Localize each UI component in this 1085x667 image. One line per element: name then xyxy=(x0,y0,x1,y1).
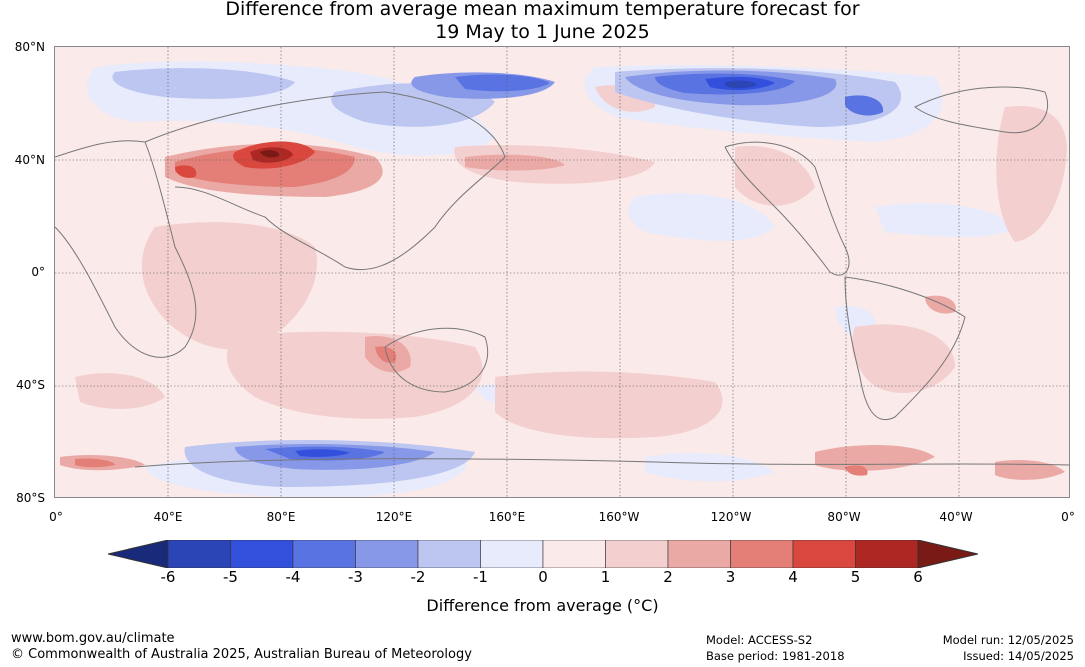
lat-label-40n: 40°N xyxy=(14,153,45,167)
colorbar-extend-high xyxy=(917,540,978,568)
colorbar-tick-label: 6 xyxy=(913,568,923,586)
colorbar-tick-label: -1 xyxy=(473,568,488,586)
anomaly-blues xyxy=(112,68,902,487)
colorbar-tick-label: -3 xyxy=(348,568,363,586)
title-line-1: Difference from average mean maximum tem… xyxy=(225,0,860,20)
colorbar-tick-label: -6 xyxy=(160,568,176,586)
title-line-2: 19 May to 1 June 2025 xyxy=(435,21,650,43)
colorbar-segment xyxy=(355,540,419,568)
colorbar-tick-label: 0 xyxy=(538,568,548,586)
colorbar-segments xyxy=(108,540,978,568)
footer-copyright: © Commonwealth of Australia 2025, Austra… xyxy=(11,647,472,662)
lon-label-40e: 40°E xyxy=(153,510,183,524)
anomaly-dark-red xyxy=(175,141,315,178)
colorbar-tick-label: -2 xyxy=(410,568,426,586)
colorbar xyxy=(108,540,978,568)
lon-label-160w: 160°W xyxy=(598,510,640,524)
lon-label-40w: 40°W xyxy=(939,510,973,524)
graticule xyxy=(55,47,1069,497)
lat-label-80s: 80°S xyxy=(16,491,45,505)
colorbar-segment xyxy=(292,540,356,568)
colorbar-label: Difference from average (°C) xyxy=(426,596,659,615)
lat-label-0: 0° xyxy=(31,265,45,279)
footer-url: www.bom.gov.au/climate xyxy=(11,631,175,646)
lon-label-160e: 160°E xyxy=(488,510,526,524)
colorbar-tick-label: -5 xyxy=(223,568,238,586)
colorbar-segment xyxy=(542,540,606,568)
lon-label-120w: 120°W xyxy=(710,510,752,524)
colorbar-segment xyxy=(167,540,231,568)
colorbar-segment xyxy=(667,540,731,568)
colorbar-segment xyxy=(230,540,294,568)
colorbar-segment xyxy=(855,540,919,568)
footer-base-period: Base period: 1981-2018 xyxy=(706,649,845,663)
lat-label-40s: 40°S xyxy=(16,378,45,392)
temperature-anomaly-map xyxy=(54,46,1070,498)
coastlines xyxy=(55,86,1069,468)
lat-label-80n: 80°N xyxy=(14,40,45,54)
lon-label-0-left: 0° xyxy=(49,510,63,524)
footer-model: Model: ACCESS-S2 xyxy=(706,633,813,647)
lon-label-80e: 80°E xyxy=(266,510,296,524)
lon-label-80w: 80°W xyxy=(827,510,861,524)
colorbar-segment xyxy=(480,540,544,568)
colorbar-segment xyxy=(730,540,794,568)
footer-issued: Issued: 14/05/2025 xyxy=(963,649,1074,663)
colorbar-tick-label: 4 xyxy=(788,568,798,586)
map-canvas xyxy=(55,47,1069,497)
colorbar-segment xyxy=(417,540,481,568)
footer-model-run: Model run: 12/05/2025 xyxy=(942,633,1074,647)
lon-label-120e: 120°E xyxy=(375,510,413,524)
lon-label-0-right: 0° xyxy=(1061,510,1075,524)
map-title: Difference from average mean maximum tem… xyxy=(0,0,1085,44)
anomaly-light-red xyxy=(75,85,1067,439)
colorbar-tick-label: 2 xyxy=(663,568,673,586)
colorbar-tick-label: 1 xyxy=(600,568,611,586)
colorbar-tick-label: 5 xyxy=(850,568,861,586)
colorbar-segment xyxy=(792,540,856,568)
colorbar-extend-low xyxy=(108,540,169,568)
colorbar-tick-label: -4 xyxy=(285,568,301,586)
colorbar-tick-label: 3 xyxy=(725,568,736,586)
colorbar-segment xyxy=(605,540,669,568)
